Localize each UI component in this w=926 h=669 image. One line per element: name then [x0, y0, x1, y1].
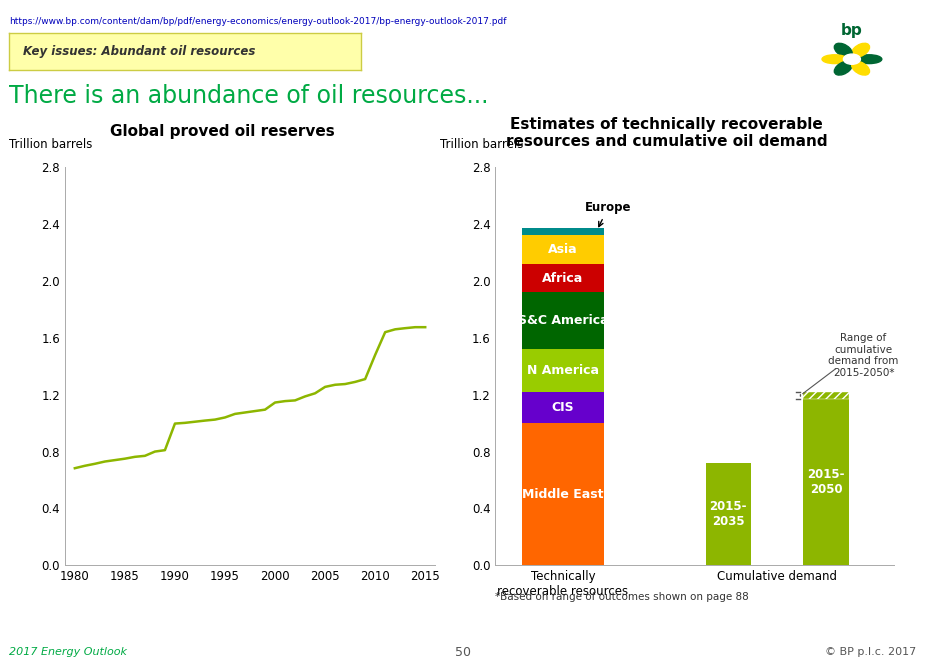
- Text: Key issues: Abundant oil resources: Key issues: Abundant oil resources: [23, 45, 256, 58]
- Bar: [804, 399, 848, 565]
- Text: CIS: CIS: [552, 401, 574, 414]
- Text: Trillion barrels: Trillion barrels: [440, 138, 523, 151]
- Text: Range of
cumulative
demand from
2015-2050*: Range of cumulative demand from 2015-205…: [829, 333, 899, 378]
- Text: Africa: Africa: [543, 272, 583, 284]
- Text: Europe: Europe: [585, 201, 632, 227]
- Text: Trillion barrels: Trillion barrels: [9, 138, 93, 151]
- Text: Middle East: Middle East: [522, 488, 604, 500]
- Ellipse shape: [822, 55, 847, 64]
- Bar: [521, 235, 605, 264]
- Ellipse shape: [834, 62, 852, 75]
- Bar: [804, 392, 848, 399]
- Text: © BP p.l.c. 2017: © BP p.l.c. 2017: [825, 648, 917, 657]
- Text: bp: bp: [841, 23, 863, 37]
- Ellipse shape: [852, 43, 870, 57]
- Bar: [521, 423, 605, 565]
- Text: 2015-
2050: 2015- 2050: [807, 468, 845, 496]
- Ellipse shape: [852, 62, 870, 75]
- Text: S&C America: S&C America: [518, 314, 608, 327]
- Text: 2015-
2035: 2015- 2035: [709, 500, 747, 528]
- Bar: [521, 292, 605, 349]
- Ellipse shape: [834, 43, 852, 57]
- Bar: [521, 392, 605, 423]
- Text: https://www.bp.com/content/dam/bp/pdf/energy-economics/energy-outlook-2017/bp-en: https://www.bp.com/content/dam/bp/pdf/en…: [9, 17, 507, 25]
- Text: *Based on range of outcomes shown on page 88: *Based on range of outcomes shown on pag…: [495, 592, 749, 602]
- Bar: [706, 463, 751, 565]
- Text: N America: N America: [527, 364, 599, 377]
- Text: 2017 Energy Outlook: 2017 Energy Outlook: [9, 648, 127, 657]
- Text: There is an abundance of oil resources...: There is an abundance of oil resources..…: [9, 84, 489, 108]
- Text: Asia: Asia: [548, 244, 578, 256]
- Circle shape: [844, 54, 860, 64]
- Text: 50: 50: [455, 646, 471, 659]
- Bar: [521, 264, 605, 292]
- Ellipse shape: [857, 55, 882, 64]
- Bar: [521, 228, 605, 235]
- Text: Estimates of technically recoverable
resources and cumulative oil demand: Estimates of technically recoverable res…: [506, 117, 828, 149]
- Text: Global proved oil reserves: Global proved oil reserves: [110, 124, 334, 138]
- Bar: [521, 349, 605, 392]
